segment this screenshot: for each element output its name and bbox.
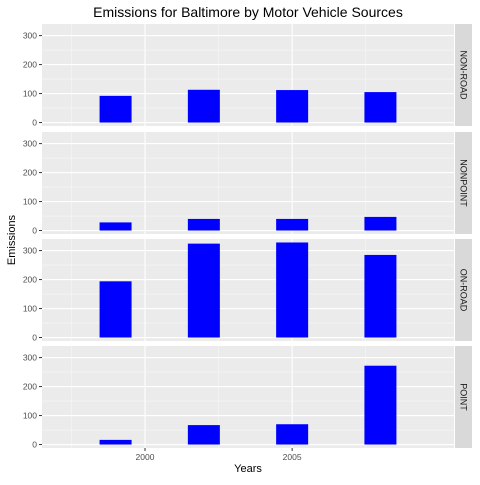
y-tick-label: 100 xyxy=(23,197,37,207)
bar xyxy=(99,281,132,338)
bar xyxy=(276,90,309,123)
y-tick-label: 200 xyxy=(23,168,37,178)
facet-panel: 0 100 200 300 NON-ROAD xyxy=(23,24,472,128)
y-tick-label: 0 xyxy=(32,440,37,450)
bar xyxy=(99,439,132,445)
bar xyxy=(187,89,220,123)
bar xyxy=(187,425,220,445)
facet-strip-label: NON-ROAD xyxy=(459,51,469,100)
y-tick-label: 0 xyxy=(32,333,37,343)
bar xyxy=(364,254,397,338)
x-axis-title: Years xyxy=(234,463,262,475)
y-tick-label: 300 xyxy=(23,139,37,149)
y-tick-label: 100 xyxy=(23,304,37,314)
facet-strip xyxy=(455,239,472,341)
y-tick-label: 0 xyxy=(32,226,37,236)
y-tick-label: 0 xyxy=(32,118,37,128)
y-tick-label: 300 xyxy=(23,246,37,256)
y-tick-label: 200 xyxy=(23,275,37,285)
bar xyxy=(187,243,220,338)
y-tick-label: 200 xyxy=(23,382,37,392)
y-axis-title: Emissions xyxy=(6,214,18,265)
x-tick-label: 2000 xyxy=(136,452,155,462)
facet-strip xyxy=(455,346,472,448)
facet-strip xyxy=(455,132,472,234)
facet-panel: 0 100 200 300 NONPOINT xyxy=(23,132,472,236)
y-tick-label: 300 xyxy=(23,353,37,363)
bar xyxy=(276,424,309,445)
y-tick-label: 100 xyxy=(23,89,37,99)
y-tick-label: 200 xyxy=(23,60,37,70)
facet-panels: 0 100 200 300 NON-ROAD 0 100 200 300 NONPOINT 0 100… xyxy=(23,24,472,462)
facet-strip-label: NONPOINT xyxy=(459,159,469,207)
facet-strip-label: POINT xyxy=(459,383,469,411)
bar xyxy=(276,242,309,338)
y-tick-label: 100 xyxy=(23,411,37,421)
bar xyxy=(364,216,397,231)
facet-strip xyxy=(455,24,472,126)
facet-panel: 0 100 200 300 ON-ROAD xyxy=(23,239,472,343)
bar xyxy=(99,222,132,231)
chart-title: Emissions for Baltimore by Motor Vehicle… xyxy=(93,4,403,20)
facet-panel: 0 100 200 300 POINT xyxy=(23,346,472,450)
bar xyxy=(276,218,309,231)
bar xyxy=(364,365,397,445)
bar xyxy=(187,218,220,231)
y-tick-label: 300 xyxy=(23,31,37,41)
facet-strip-label: ON-ROAD xyxy=(459,269,469,312)
bar xyxy=(364,92,397,123)
x-tick-label: 2005 xyxy=(283,452,302,462)
bar xyxy=(99,95,132,123)
